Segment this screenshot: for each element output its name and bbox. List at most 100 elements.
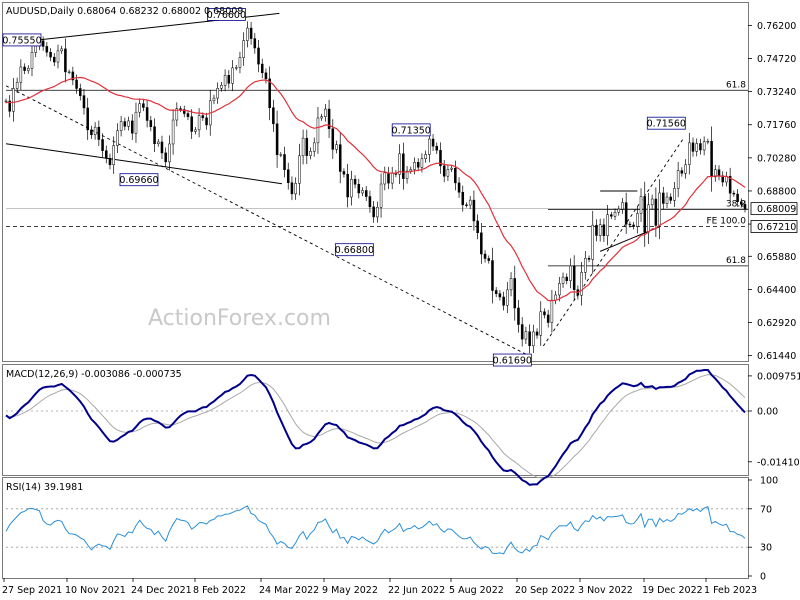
candle — [283, 146, 286, 178]
candle — [160, 135, 164, 160]
candle-body — [439, 149, 442, 167]
price-axis-label: 0.68800 — [757, 186, 796, 197]
swing-label-text: 0.69660 — [119, 175, 158, 186]
candle — [624, 192, 628, 234]
watermark: ActionForex.com — [148, 306, 331, 331]
candle-body — [569, 265, 572, 281]
candle-body — [680, 170, 684, 174]
candle-body — [249, 27, 253, 39]
candle-body — [182, 109, 186, 114]
candle — [702, 136, 706, 156]
candle — [79, 83, 82, 101]
candle-body — [628, 223, 632, 226]
candle — [732, 190, 736, 197]
candle — [216, 82, 219, 104]
candle — [264, 68, 268, 84]
price-axis-label: 0.62920 — [757, 318, 796, 329]
candle-body — [558, 283, 561, 296]
level-price-tag-text: 0.67210 — [757, 222, 796, 233]
candle — [546, 309, 550, 328]
candle — [142, 100, 145, 112]
candle-body — [487, 258, 491, 261]
candle-body — [591, 224, 595, 260]
candle-body — [494, 290, 498, 294]
candle-body — [468, 199, 472, 206]
candle-body — [227, 75, 231, 84]
x-axis-label: 3 Nov 2022 — [578, 585, 633, 596]
candle — [494, 287, 498, 298]
candle-body — [535, 331, 539, 336]
candle — [71, 66, 75, 86]
candle — [119, 116, 123, 137]
candle — [535, 328, 539, 339]
candle — [353, 175, 357, 189]
candle — [298, 143, 301, 196]
candle — [309, 147, 312, 160]
candle-body — [598, 224, 602, 236]
candle-body — [617, 208, 621, 213]
candle-body — [539, 311, 543, 336]
candle-body — [580, 272, 583, 296]
candle-body — [342, 171, 346, 175]
candle — [171, 109, 175, 155]
candle-body — [346, 173, 349, 198]
macd-axis-label: 0.009751 — [757, 371, 800, 382]
candle — [413, 157, 416, 175]
rsi-axis-label: 70 — [760, 504, 772, 515]
candle-body — [30, 52, 34, 69]
candle-body — [123, 121, 127, 127]
candle-body — [480, 232, 483, 255]
candle — [153, 118, 156, 153]
moving-average-line — [5, 76, 746, 302]
rsi-axis-label: 30 — [760, 543, 772, 554]
candle — [8, 95, 11, 118]
candle — [680, 167, 684, 177]
candle-body — [15, 81, 19, 89]
candle — [439, 142, 442, 174]
candle — [561, 272, 565, 288]
candle-body — [56, 50, 60, 63]
candle — [368, 190, 372, 213]
candle — [175, 102, 179, 127]
candle — [725, 171, 728, 187]
candle — [476, 214, 479, 240]
candle — [650, 194, 654, 210]
candle-body — [130, 120, 134, 134]
candle — [346, 163, 349, 208]
candle — [428, 131, 431, 163]
swing-label-box — [206, 8, 246, 21]
candle — [617, 205, 621, 216]
candle — [67, 69, 71, 75]
candle-body — [740, 201, 743, 205]
candle — [212, 94, 216, 105]
swing-label-text: 0.76600 — [207, 10, 246, 21]
x-axis-label: 22 Jun 2022 — [388, 585, 445, 596]
candle — [227, 70, 231, 89]
candle-body — [636, 213, 639, 227]
candle-body — [561, 276, 565, 284]
candle-body — [457, 182, 461, 193]
candle-body — [665, 196, 669, 204]
candle-body — [472, 199, 476, 222]
candle-body — [335, 144, 338, 150]
candle-body — [669, 196, 672, 201]
candle-body — [205, 117, 208, 126]
candle — [379, 173, 383, 218]
candle — [179, 105, 182, 113]
candle — [539, 301, 543, 346]
candle-body — [405, 170, 409, 179]
price-axis-label: 0.71760 — [757, 120, 796, 131]
candle-body — [82, 95, 86, 109]
trendline-dashed-down — [5, 85, 530, 357]
candle — [186, 110, 190, 121]
candle-body — [294, 183, 297, 195]
candle — [101, 133, 104, 157]
candle-body — [197, 115, 201, 131]
candle-body — [272, 107, 275, 125]
candle-body — [327, 108, 331, 129]
swing-label: 0.61690 — [493, 353, 532, 367]
fib-level-label: 61.8 — [726, 80, 746, 90]
candle — [728, 167, 732, 202]
x-axis-label: 24 Dec 2021 — [131, 585, 192, 596]
macd-axis-label: -0.014107 — [757, 457, 800, 468]
